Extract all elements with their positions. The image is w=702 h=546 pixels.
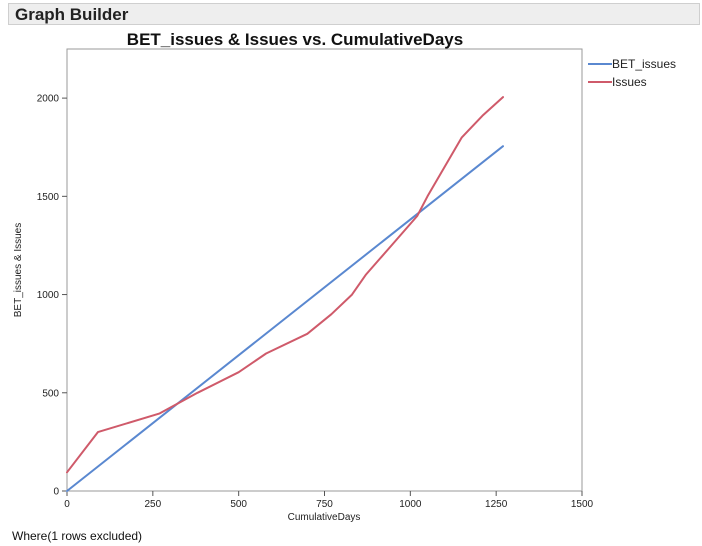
x-tick-label: 1250 (485, 499, 508, 510)
y-tick-label: 0 (53, 487, 59, 498)
y-tick-label: 1500 (37, 192, 60, 203)
legend: BET_issues Issues (588, 57, 676, 89)
series-line-issues (66, 96, 504, 474)
series-layer (66, 96, 504, 492)
y-tick-label: 500 (42, 388, 59, 399)
x-axis: 0 250 500 750 1000 1250 1500 (64, 491, 594, 510)
x-tick-label: 250 (144, 499, 161, 510)
y-axis-label: BET_issues & Issues (13, 223, 24, 317)
y-axis: 0 500 1000 1500 2000 (37, 94, 67, 498)
graph-builder-header: Graph Builder (8, 3, 700, 25)
chart-title: BET_issues & Issues vs. CumulativeDays (126, 30, 464, 49)
legend-label-bet-issues: BET_issues (612, 57, 676, 71)
x-tick-label: 500 (230, 499, 247, 510)
y-tick-label: 1000 (37, 290, 60, 301)
x-tick-label: 1000 (399, 499, 422, 510)
x-tick-label: 1500 (571, 499, 594, 510)
x-axis-label: CumulativeDays (288, 512, 361, 523)
x-tick-label: 0 (64, 499, 70, 510)
app-title: Graph Builder (15, 5, 129, 24)
y-tick-label: 2000 (37, 94, 60, 105)
x-tick-label: 750 (316, 499, 333, 510)
legend-label-issues: Issues (612, 75, 647, 89)
series-line-bet-issues (66, 145, 504, 492)
plot-frame (66, 48, 583, 492)
where-filter-note: Where(1 rows excluded) (12, 529, 143, 543)
